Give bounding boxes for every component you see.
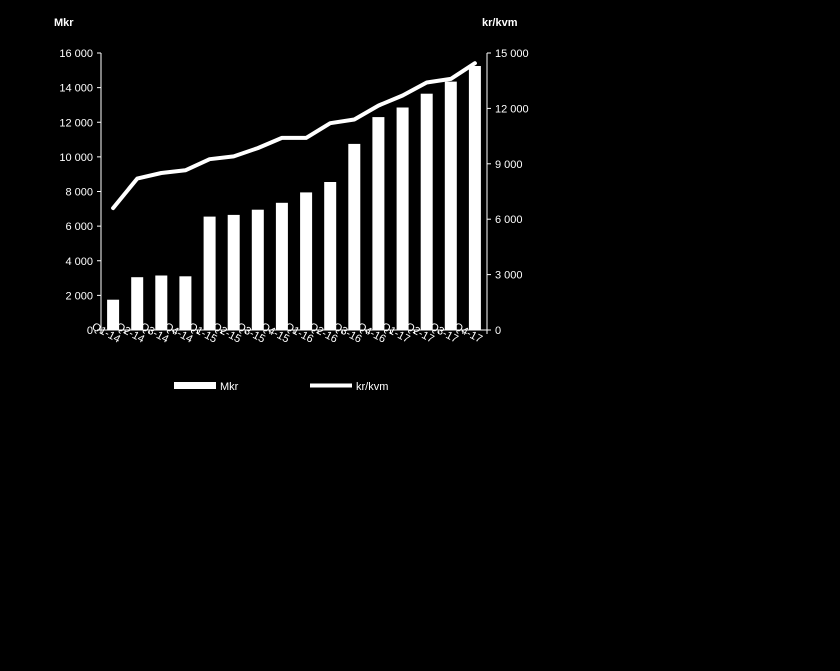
legend: Mkr kr/kvm xyxy=(174,381,388,393)
bar-Q2-16 xyxy=(324,182,337,330)
left-tick-label: 10 000 xyxy=(59,152,93,164)
line-point-Q1-14 xyxy=(112,207,114,209)
bar-Q2-14 xyxy=(131,277,144,330)
line-point-Q1-17 xyxy=(402,95,404,96)
bar-series-mkr xyxy=(107,66,481,330)
line-point-Q3-16 xyxy=(353,119,355,120)
line-point-Q2-17 xyxy=(426,82,428,83)
line-point-Q2-16 xyxy=(329,122,331,124)
line-point-Q3-14 xyxy=(160,172,162,174)
legend-swatch-mkr xyxy=(174,382,216,389)
line-point-Q4-14 xyxy=(184,169,186,171)
left-tick-label: 2 000 xyxy=(65,290,93,302)
line-point-Q2-15 xyxy=(233,155,235,157)
bar-Q4-15 xyxy=(275,202,288,330)
left-tick-label: 6 000 xyxy=(65,221,93,233)
bar-Q3-15 xyxy=(251,209,264,330)
right-tick-label: 15 000 xyxy=(495,48,529,60)
bar-Q4-14 xyxy=(179,276,192,330)
left-axis-label: Mkr xyxy=(54,17,74,29)
right-tick-label: 9 000 xyxy=(495,159,523,171)
right-tick-label: 12 000 xyxy=(495,103,529,115)
bar-Q3-17 xyxy=(444,81,457,330)
right-tick-label: 6 000 xyxy=(495,214,523,226)
left-tick-label: 12 000 xyxy=(59,117,93,129)
legend-label-kr-kvm: kr/kvm xyxy=(356,381,388,393)
line-point-Q1-16 xyxy=(305,137,307,139)
line-point-Q3-15 xyxy=(257,147,259,149)
left-tick-label: 16 000 xyxy=(59,48,93,60)
line-point-Q4-16 xyxy=(377,105,379,107)
bar-Q3-16 xyxy=(348,143,361,330)
right-axis-label: kr/kvm xyxy=(482,17,518,29)
line-path xyxy=(111,61,477,211)
left-tick-label: 4 000 xyxy=(65,256,93,268)
left-tick-label: 0 xyxy=(87,325,93,337)
bar-Q4-17 xyxy=(468,66,481,330)
bar-Q2-17 xyxy=(420,93,433,330)
bar-Q3-14 xyxy=(155,275,168,330)
bar-Q1-15 xyxy=(203,216,216,330)
right-tick-label: 0 xyxy=(495,325,501,337)
line-point-Q2-14 xyxy=(136,178,138,180)
bar-Q1-17 xyxy=(396,107,409,330)
left-tick-label: 8 000 xyxy=(65,187,93,199)
axes: 0 2 000 4 000 6 000 8 000 10 000 12 000 14 000 1… xyxy=(59,48,528,337)
line-series-kr-kvm xyxy=(111,61,477,211)
right-tick-label: 3 000 xyxy=(495,270,523,282)
bar-Q1-14 xyxy=(107,299,120,330)
line-point-Q3-17 xyxy=(450,78,452,80)
bar-Q1-16 xyxy=(300,192,313,330)
bar-Q2-15 xyxy=(227,214,240,330)
line-point-Q4-15 xyxy=(281,137,283,139)
line-point-Q1-15 xyxy=(209,158,211,160)
line-point-Q4-17 xyxy=(474,62,476,64)
bar-Q4-16 xyxy=(372,117,385,330)
left-tick-label: 14 000 xyxy=(59,83,93,95)
legend-label-mkr: Mkr xyxy=(220,381,239,393)
